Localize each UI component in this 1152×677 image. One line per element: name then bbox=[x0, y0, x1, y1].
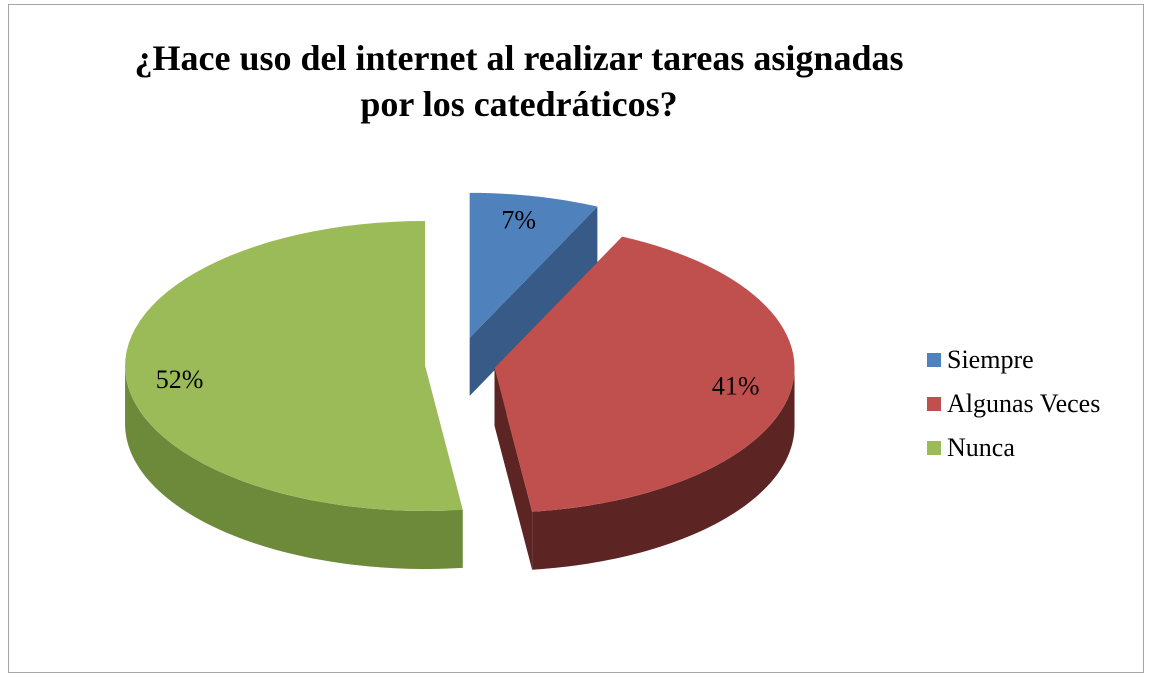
pie-slice-nunca bbox=[125, 220, 463, 511]
pie-side-algunas-veces bbox=[532, 367, 795, 570]
legend: Siempre Algunas Veces Nunca bbox=[927, 338, 1100, 470]
data-label-nunca: 52% bbox=[156, 365, 204, 394]
data-label-algunas-veces: 41% bbox=[712, 372, 760, 401]
legend-swatch-algunas-veces bbox=[927, 397, 941, 411]
pie-slice-algunas-veces bbox=[494, 236, 795, 512]
pie-cut-face-siempre-1 bbox=[469, 206, 598, 396]
pie-slice-siempre bbox=[469, 192, 598, 338]
legend-swatch-nunca bbox=[927, 441, 941, 455]
legend-label-algunas-veces: Algunas Veces bbox=[947, 389, 1101, 418]
pie-chart: 7% 41% 52% bbox=[125, 192, 795, 570]
legend-item-siempre: Siempre bbox=[927, 338, 1100, 382]
legend-label-nunca: Nunca bbox=[947, 433, 1015, 462]
legend-swatch-siempre bbox=[927, 353, 941, 367]
legend-item-nunca: Nunca bbox=[927, 426, 1100, 470]
pie-cut-face-algunas-veces-1 bbox=[494, 367, 533, 570]
data-label-siempre: 7% bbox=[501, 205, 536, 234]
legend-label-siempre: Siempre bbox=[947, 345, 1034, 374]
legend-item-algunas-veces: Algunas Veces bbox=[927, 382, 1100, 426]
pie-side-nunca bbox=[125, 365, 463, 569]
chart-title: ¿Hace uso del internet al realizar tarea… bbox=[134, 38, 904, 124]
chart-frame: ¿Hace uso del internet al realizar tarea… bbox=[8, 4, 1144, 673]
